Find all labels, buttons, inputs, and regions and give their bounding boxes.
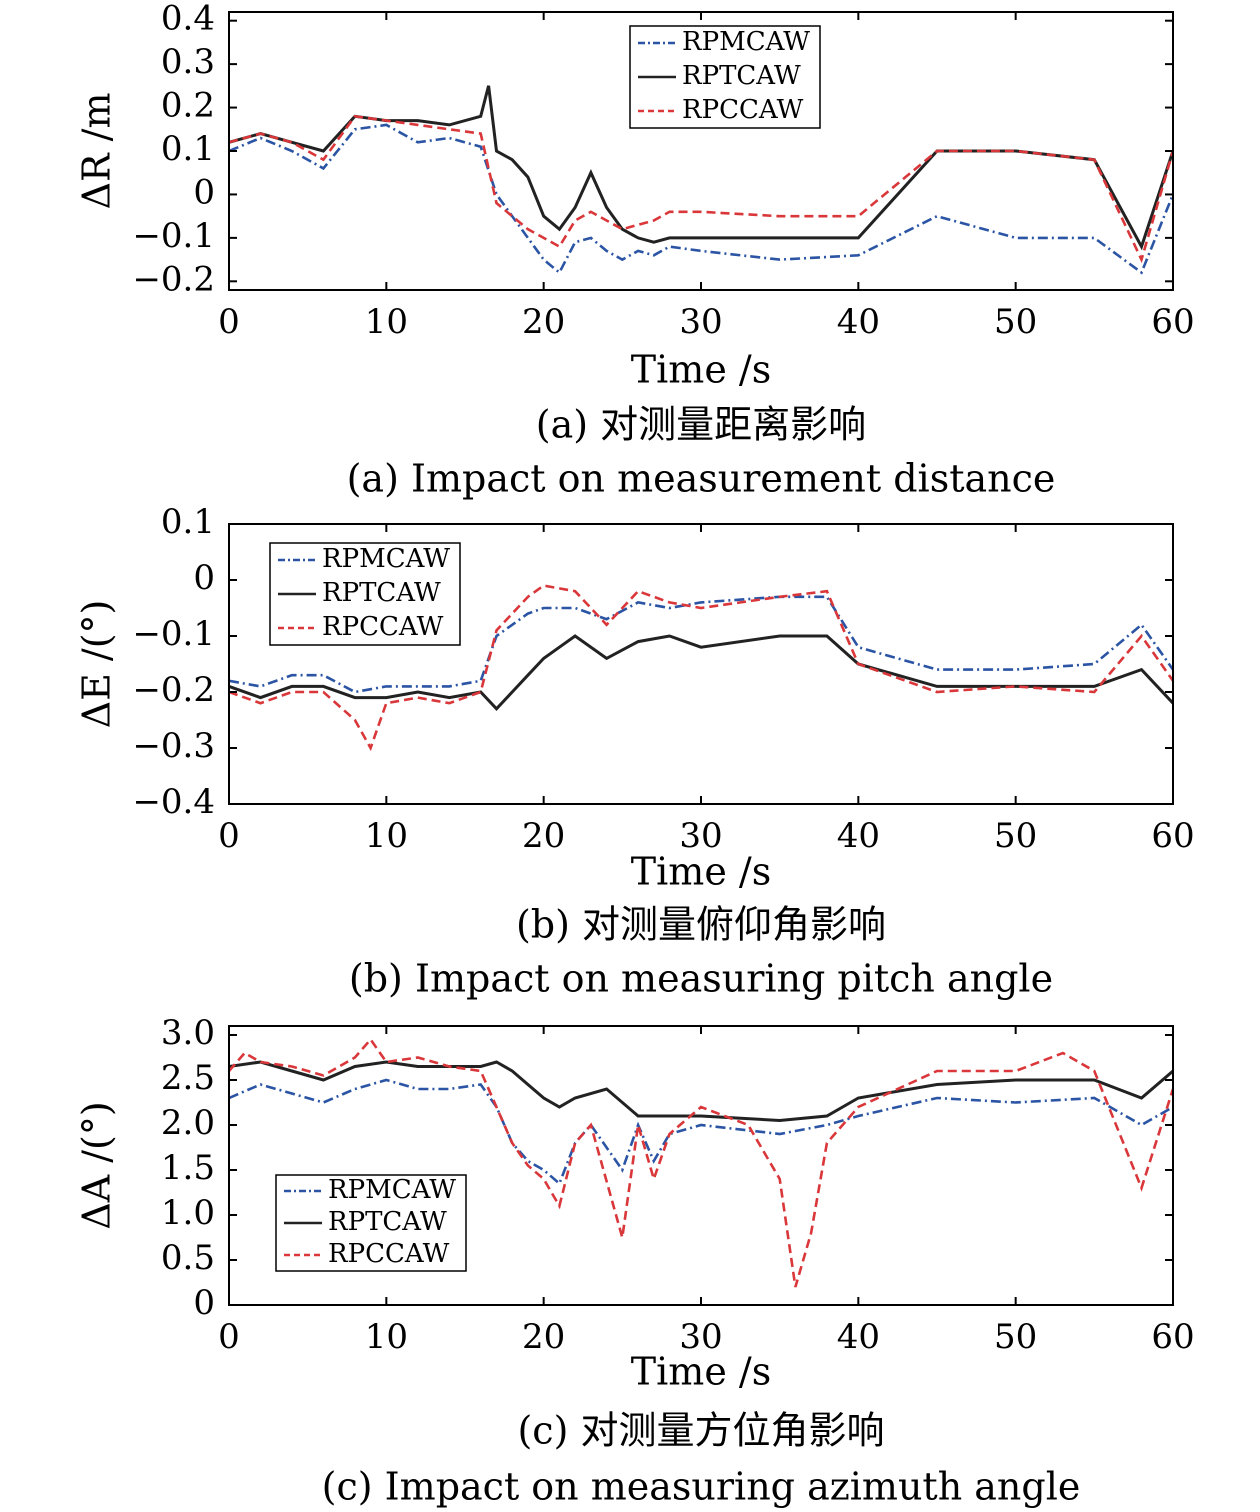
x-tick-label: 0	[218, 302, 240, 342]
y-tick-label: 2.0	[161, 1103, 215, 1143]
y-tick-label: 0.4	[161, 0, 215, 39]
x-tick-label: 30	[679, 302, 722, 342]
y-tick-label: 1.0	[161, 1193, 215, 1233]
x-tick-label: 60	[1151, 816, 1194, 856]
y-tick-label: 0	[193, 558, 215, 598]
x-tick-label: 60	[1151, 302, 1194, 342]
y-axis-label: ΔA /(°)	[75, 1101, 119, 1229]
series-line-rpccaw	[229, 1037, 1173, 1288]
x-tick-label: 20	[522, 816, 565, 856]
y-tick-label: 0	[193, 1283, 215, 1323]
x-tick-label: 10	[365, 302, 408, 342]
caption-chinese: (b) 对测量俯仰角影响	[516, 903, 886, 947]
x-tick-label: 20	[522, 302, 565, 342]
series-line-rpmcaw	[229, 123, 1173, 275]
legend-label-rpmcaw: RPMCAW	[682, 27, 810, 57]
y-tick-label: −0.2	[132, 670, 215, 710]
caption-chinese: (c) 对测量方位角影响	[517, 1409, 884, 1453]
x-tick-label: 50	[994, 816, 1037, 856]
caption-english: (a) Impact on measurement distance	[347, 457, 1056, 501]
y-tick-label: 3.0	[161, 1013, 215, 1053]
y-tick-label: 0.1	[161, 502, 215, 542]
y-tick-label: −0.4	[132, 782, 215, 822]
x-axis-label: Time /s	[631, 850, 771, 894]
legend-label-rpmcaw: RPMCAW	[322, 544, 450, 574]
y-tick-label: −0.1	[132, 614, 215, 654]
chart-panel-2: 0 10 20 30 40 50 60 −0.4 −0.3 −0.2 −0.1 0 0.1 Time /s…	[75, 502, 1195, 1001]
y-axis-label: ΔR /m	[75, 93, 119, 210]
x-tick-label: 40	[837, 816, 880, 856]
x-tick-label: 0	[218, 1317, 240, 1357]
legend-label-rpccaw: RPCCAW	[682, 95, 804, 125]
legend-label-rptcaw: RPTCAW	[328, 1207, 447, 1237]
y-tick-label: 0	[193, 172, 215, 212]
y-tick-label: 0.3	[161, 42, 215, 82]
series-line-rpmcaw	[229, 595, 1173, 694]
y-tick-label: 1.5	[161, 1148, 215, 1188]
y-tick-label: 0.2	[161, 86, 215, 126]
x-tick-label: 40	[837, 302, 880, 342]
x-tick-label: 60	[1151, 1317, 1194, 1357]
x-tick-label: 50	[994, 1317, 1037, 1357]
legend: RPMCAW RPTCAW RPCCAW	[629, 25, 821, 129]
series-line-rptcaw	[229, 85, 1173, 251]
x-tick-label: 10	[365, 816, 408, 856]
legend: RPMCAW RPTCAW RPCCAW	[269, 542, 461, 646]
legend-label-rptcaw: RPTCAW	[682, 61, 801, 91]
caption-english: (b) Impact on measuring pitch angle	[349, 957, 1053, 1001]
x-tick-label: 30	[679, 1317, 722, 1357]
y-tick-label: 0.5	[161, 1238, 215, 1278]
x-tick-label: 30	[679, 816, 722, 856]
legend-label-rptcaw: RPTCAW	[322, 578, 441, 608]
x-axis-label: Time /s	[631, 1350, 771, 1394]
x-tick-label: 40	[837, 1317, 880, 1357]
caption-english: (c) Impact on measuring azimuth angle	[322, 1465, 1081, 1509]
y-tick-label: −0.2	[132, 259, 215, 299]
legend-label-rpccaw: RPCCAW	[328, 1239, 450, 1269]
x-tick-label: 0	[218, 816, 240, 856]
y-tick-label: 0.1	[161, 129, 215, 169]
legend-label-rpmcaw: RPMCAW	[328, 1175, 456, 1205]
x-axis-label: Time /s	[631, 348, 771, 392]
x-tick-label: 20	[522, 1317, 565, 1357]
y-tick-label: −0.3	[132, 726, 215, 766]
series-line-rpccaw	[229, 114, 1173, 264]
x-tick-label: 50	[994, 302, 1037, 342]
caption-chinese: (a) 对测量距离影响	[536, 403, 866, 447]
y-axis-label: ΔE /(°)	[75, 600, 119, 729]
series-line-rptcaw	[229, 1060, 1173, 1123]
series-line-rpmcaw	[229, 1078, 1173, 1186]
series-line-rptcaw	[229, 634, 1173, 711]
y-tick-label: 2.5	[161, 1058, 215, 1098]
x-tick-label: 10	[365, 1317, 408, 1357]
series-line-rpccaw	[229, 584, 1173, 752]
y-tick-label: −0.1	[132, 216, 215, 256]
legend-label-rpccaw: RPCCAW	[322, 612, 444, 642]
